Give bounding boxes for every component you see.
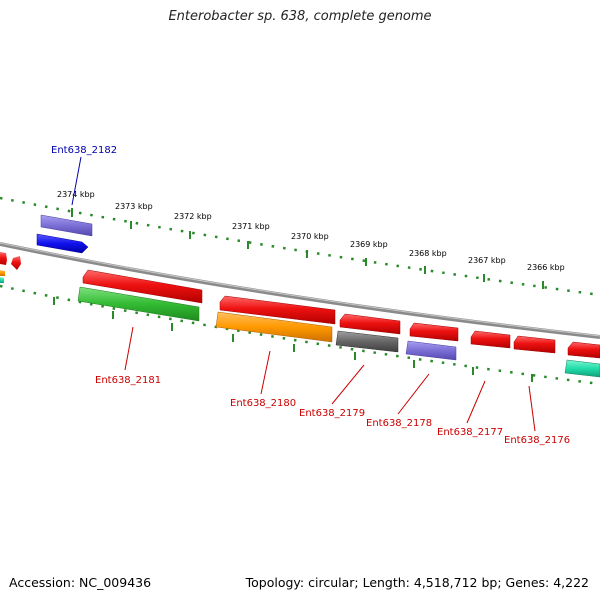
gene-feature-ent638-2177[interactable] [470,330,511,349]
gene-label-ent638-2176[interactable]: Ent638_2176 [504,435,570,446]
connector-ent638-2176 [528,385,536,432]
gene-label-ent638-2179[interactable]: Ent638_2179 [299,408,365,419]
gene-labels: Ent638_2182 Ent638_2181 Ent638_2180 Ent6… [51,145,570,446]
gene-feature-ent638-2180[interactable] [215,311,333,343]
scale-label: 2370 kbp [291,232,329,241]
gene-feature-ent638-2181-red[interactable] [82,269,203,304]
gene-feature-ent638-2181[interactable] [77,286,200,322]
connector-ent638-2177 [466,380,486,424]
gene-feature-red-left-edge[interactable] [0,252,7,265]
connector-ent638-2182 [71,156,82,206]
scale-dots-outer [0,196,600,297]
gene-feature-ent638-2176[interactable] [513,335,556,354]
scale-label: 2368 kbp [409,249,447,258]
gene-label-ent638-2178[interactable]: Ent638_2178 [366,418,432,429]
gene-feature-ent638-2178[interactable] [405,340,457,361]
scale-label: 2373 kbp [115,202,153,211]
gene-feature-orange-left-edge[interactable] [0,270,5,276]
gene-label-ent638-2182[interactable]: Ent638_2182 [51,145,117,156]
scale-label: 2369 kbp [350,240,388,249]
connector-ent638-2181 [124,326,134,371]
genome-backbone-highlight [0,242,600,337]
gene-feature-red-4[interactable] [409,322,459,342]
gene-feature-teal-left-edge[interactable] [0,277,4,283]
genome-summary: Topology: circular; Length: 4,518,712 bp… [245,575,589,590]
gene-label-ent638-2180[interactable]: Ent638_2180 [230,398,296,409]
accession-info: Accession: NC_009436 [9,575,152,590]
scale-label: 2366 kbp [527,263,565,272]
gene-features [0,214,600,378]
gene-feature-ent638-2182[interactable] [40,214,93,237]
gene-feature-red-3[interactable] [339,313,401,335]
genome-backbone [0,242,600,339]
scale-labels: 2374 kbp 2373 kbp 2372 kbp 2371 kbp 2370… [57,190,565,272]
scale-track-inner [0,284,600,386]
scale-label: 2374 kbp [57,190,95,199]
scale-track-outer [0,196,600,297]
map-title: Enterobacter sp. 638, complete genome [168,9,432,24]
gene-label-ent638-2181[interactable]: Ent638_2181 [95,375,161,386]
connector-ent638-2180 [260,350,271,395]
gene-feature-ent638-2179[interactable] [335,330,399,353]
scale-dots-inner [0,284,600,386]
gene-feature-blue[interactable] [36,233,89,254]
gene-feature-red-2[interactable] [219,295,336,325]
scale-label: 2371 kbp [232,222,270,231]
scale-label: 2372 kbp [174,212,212,221]
scale-label: 2367 kbp [468,256,506,265]
gene-label-ent638-2177[interactable]: Ent638_2177 [437,427,503,438]
gene-feature-red-small[interactable] [11,256,21,270]
gene-feature-teal-right-edge[interactable] [564,359,600,378]
gene-feature-red-right-edge[interactable] [567,341,600,359]
connector-ent638-2179 [331,364,365,405]
connector-ent638-2178 [397,373,430,415]
label-connectors [71,156,536,432]
